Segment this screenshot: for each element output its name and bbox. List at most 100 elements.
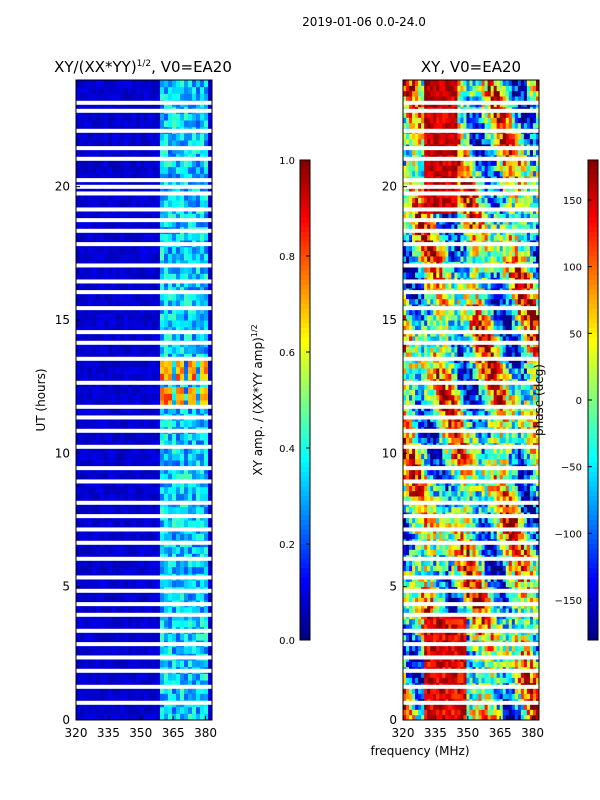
heatmap-cell	[100, 493, 105, 501]
heatmap-cell	[120, 453, 125, 461]
heatmap-cell	[168, 173, 173, 181]
colorbar-segment	[300, 164, 310, 171]
heatmap-cell	[132, 673, 137, 681]
heatmap-cell	[172, 86, 177, 94]
heatmap-cell	[148, 233, 153, 241]
heatmap-cell	[160, 233, 165, 241]
heatmap-cell	[403, 650, 407, 657]
colorbar-segment	[300, 232, 310, 238]
heatmap-cell	[144, 420, 149, 428]
heatmap-cell	[80, 533, 85, 541]
heatmap-cell	[184, 420, 189, 428]
heatmap-cell	[160, 140, 165, 148]
heatmap-cell	[520, 645, 525, 652]
heatmap-cell	[168, 346, 173, 354]
heatmap-cell	[180, 133, 185, 141]
heatmap-cell	[172, 386, 177, 394]
heatmap-cell	[505, 634, 510, 641]
heatmap-cell	[108, 593, 113, 601]
colorbar-segment	[300, 371, 310, 377]
heatmap-cell	[156, 546, 161, 554]
heatmap-cell	[76, 713, 81, 721]
heatmap-cell	[104, 140, 109, 148]
heatmap-cell	[160, 320, 165, 328]
heatmap-cell	[84, 473, 89, 481]
heatmap-cell	[148, 200, 153, 208]
heatmap-cell	[96, 580, 101, 588]
heatmap-cell	[469, 693, 474, 700]
heatmap-cell	[451, 608, 455, 614]
heatmap-cell	[403, 645, 407, 652]
heatmap-cell	[184, 280, 189, 288]
heatmap-cell	[196, 446, 201, 454]
heatmap-cell	[148, 546, 153, 554]
heatmap-cell	[421, 560, 425, 566]
blank-row	[76, 279, 212, 284]
heatmap-cell	[140, 200, 145, 208]
heatmap-cell	[92, 593, 97, 601]
heatmap-cell	[184, 386, 189, 394]
heatmap-cell	[172, 293, 177, 301]
heatmap-cell	[180, 506, 185, 514]
heatmap-cell	[92, 213, 97, 221]
heatmap-cell	[505, 645, 510, 652]
heatmap-cell	[112, 306, 117, 314]
heatmap-cell	[140, 220, 145, 228]
heatmap-cell	[208, 213, 213, 221]
heatmap-cell	[409, 560, 413, 566]
heatmap-cell	[112, 220, 117, 228]
heatmap-cell	[136, 146, 141, 154]
heatmap-cell	[120, 473, 125, 481]
heatmap-cell	[76, 620, 81, 628]
heatmap-cell	[124, 320, 129, 328]
phase-heatmap[interactable]	[403, 80, 540, 721]
heatmap-cell	[84, 133, 89, 141]
heatmap-cell	[439, 650, 443, 657]
heatmap-cell	[532, 677, 537, 684]
heatmap-cell	[132, 233, 137, 241]
heatmap-cell	[104, 273, 109, 281]
heatmap-cell	[204, 93, 209, 101]
heatmap-cell	[164, 386, 169, 394]
heatmap-cell	[172, 646, 177, 654]
heatmap-cell	[140, 133, 145, 141]
heatmap-cell	[100, 560, 105, 568]
heatmap-cell	[100, 693, 105, 701]
heatmap-cell	[128, 493, 133, 501]
heatmap-cell	[208, 566, 213, 574]
heatmap-cell	[160, 680, 165, 688]
heatmap-cell	[92, 566, 97, 574]
heatmap-cell	[164, 86, 169, 94]
amplitude-heatmap[interactable]	[76, 80, 213, 721]
heatmap-cell	[84, 140, 89, 148]
heatmap-cell	[124, 80, 129, 88]
heatmap-cell	[148, 320, 153, 328]
heatmap-cell	[88, 180, 93, 188]
heatmap-cell	[136, 280, 141, 288]
heatmap-cell	[433, 565, 437, 572]
heatmap-cell	[124, 386, 129, 394]
heatmap-cell	[460, 634, 464, 641]
heatmap-cell	[76, 220, 81, 228]
heatmap-cell	[80, 186, 85, 194]
heatmap-cell	[144, 686, 149, 694]
heatmap-cell	[156, 393, 161, 401]
heatmap-cell	[412, 672, 416, 678]
heatmap-cell	[156, 613, 161, 621]
heatmap-cell	[204, 493, 209, 501]
heatmap-cell	[140, 80, 145, 88]
heatmap-cell	[421, 677, 425, 684]
heatmap-cell	[424, 544, 428, 550]
heatmap-cell	[108, 406, 113, 414]
heatmap-cell	[112, 400, 117, 408]
heatmap-cell	[176, 213, 181, 221]
heatmap-cell	[140, 346, 145, 354]
heatmap-cell	[116, 160, 121, 168]
heatmap-cell	[92, 373, 97, 381]
heatmap-cell	[517, 677, 522, 684]
heatmap-cell	[535, 560, 540, 566]
heatmap-cell	[88, 533, 93, 541]
heatmap-cell	[448, 672, 452, 678]
heatmap-cell	[499, 677, 504, 684]
heatmap-cell	[80, 440, 85, 448]
